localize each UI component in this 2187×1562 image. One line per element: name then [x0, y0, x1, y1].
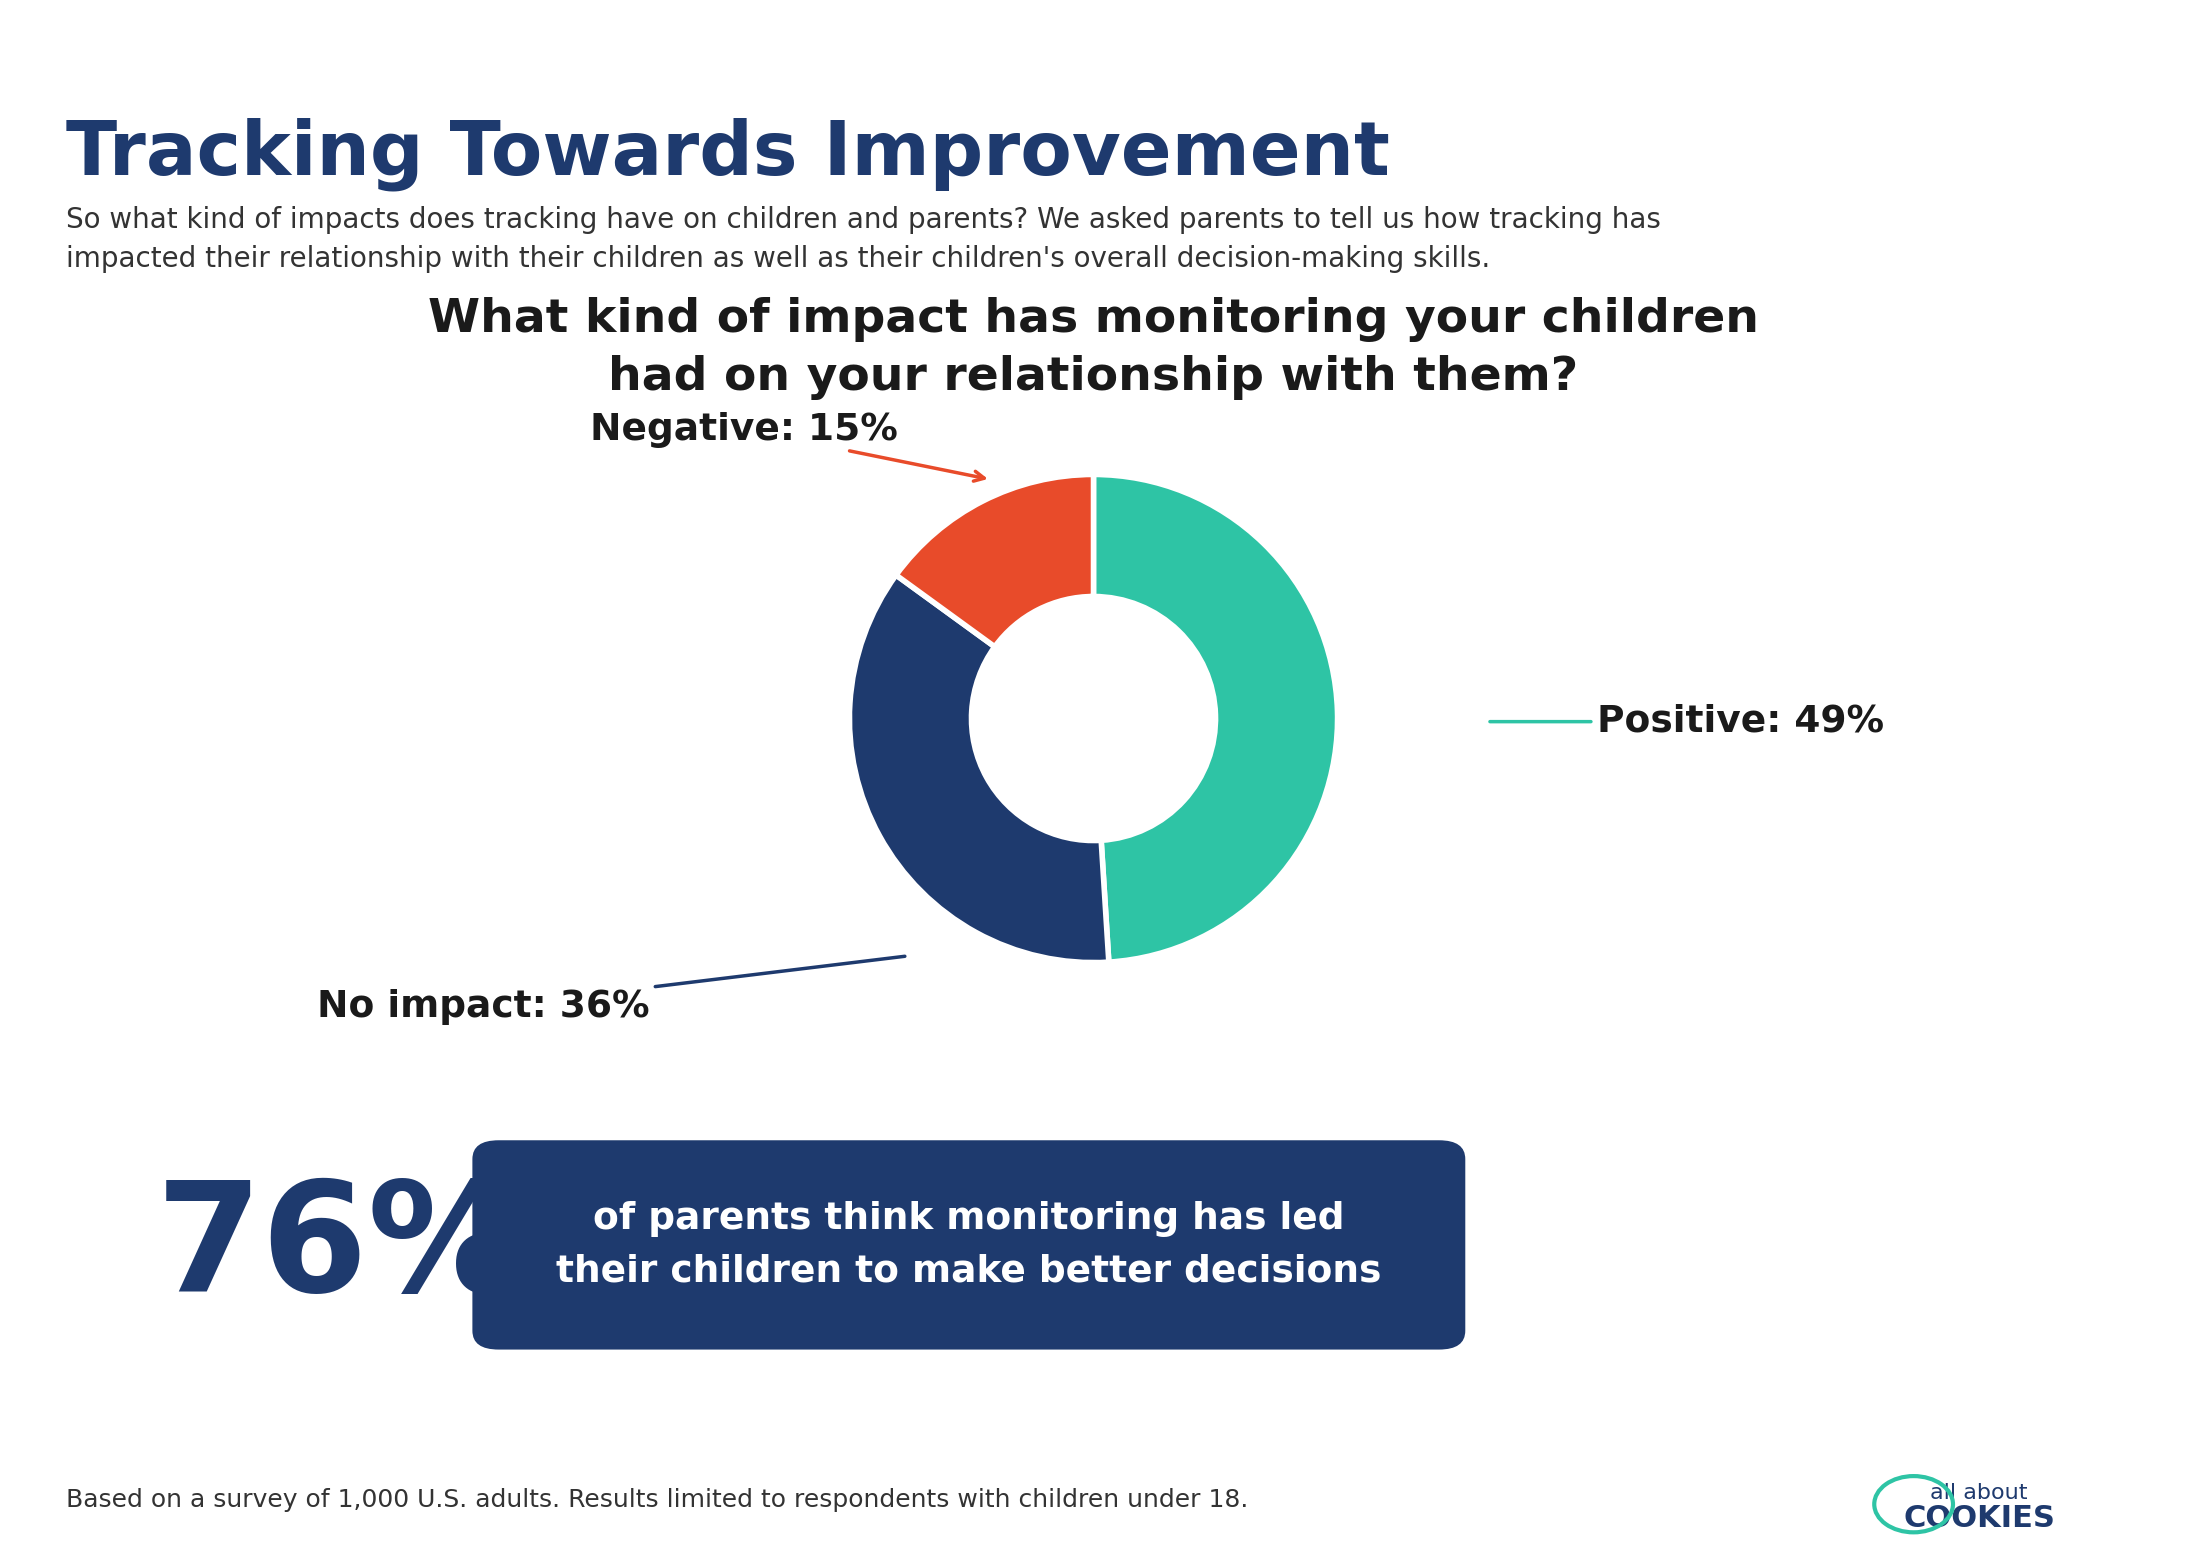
Text: Based on a survey of 1,000 U.S. adults. Results limited to respondents with chil: Based on a survey of 1,000 U.S. adults. … — [66, 1487, 1249, 1512]
Text: What kind of impact has monitoring your children: What kind of impact has monitoring your … — [429, 297, 1758, 342]
Wedge shape — [897, 475, 1094, 647]
Text: all about: all about — [1931, 1484, 2027, 1503]
Wedge shape — [1094, 475, 1338, 962]
Text: COOKIES: COOKIES — [1903, 1504, 2056, 1532]
Text: No impact: 36%: No impact: 36% — [317, 956, 905, 1026]
Text: Positive: 49%: Positive: 49% — [1489, 703, 1883, 740]
Text: impacted their relationship with their children as well as their children's over: impacted their relationship with their c… — [66, 245, 1489, 273]
FancyBboxPatch shape — [472, 1140, 1465, 1350]
Text: of parents think monitoring has led
their children to make better decisions: of parents think monitoring has led thei… — [555, 1201, 1382, 1289]
Wedge shape — [849, 575, 1109, 962]
Text: Negative: 15%: Negative: 15% — [590, 411, 984, 481]
Text: 76%: 76% — [155, 1175, 523, 1325]
Text: Tracking Towards Improvement: Tracking Towards Improvement — [66, 117, 1389, 191]
Text: So what kind of impacts does tracking have on children and parents? We asked par: So what kind of impacts does tracking ha… — [66, 206, 1660, 234]
Text: had on your relationship with them?: had on your relationship with them? — [608, 355, 1579, 400]
